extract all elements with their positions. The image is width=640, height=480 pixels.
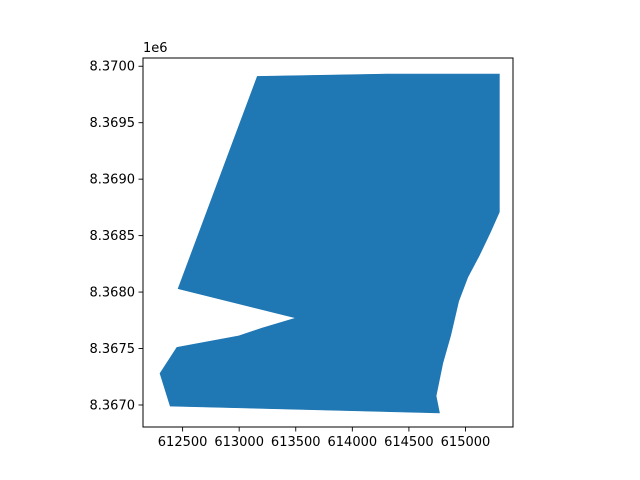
x-axis: 612500 613000 613500 614000 614500 615000 <box>158 427 491 450</box>
x-tick-label: 615000 <box>441 435 491 450</box>
y-tick-label: 8.3680 <box>90 286 136 301</box>
y-tick-label: 8.3670 <box>90 398 136 413</box>
x-tick-label: 613500 <box>271 435 321 450</box>
y-axis: 8.3670 8.3675 8.3680 8.3685 8.3690 8.3695 8.37… <box>90 60 143 413</box>
axes-frame <box>142 57 514 428</box>
y-tick-label: 8.3675 <box>90 342 136 357</box>
x-tick-label: 613000 <box>214 435 264 450</box>
data-layer <box>159 73 500 414</box>
geometry-polygon <box>159 73 500 414</box>
y-tick-label: 8.3690 <box>90 173 136 188</box>
y-tick-label: 8.3685 <box>90 229 136 244</box>
y-tick-label: 8.3695 <box>90 116 136 131</box>
x-tick-label: 612500 <box>158 435 208 450</box>
x-tick-label: 614500 <box>384 435 434 450</box>
y-tick-label: 8.3700 <box>90 60 136 75</box>
x-tick-label: 614000 <box>328 435 378 450</box>
y-offset-text: 1e6 <box>143 41 168 56</box>
